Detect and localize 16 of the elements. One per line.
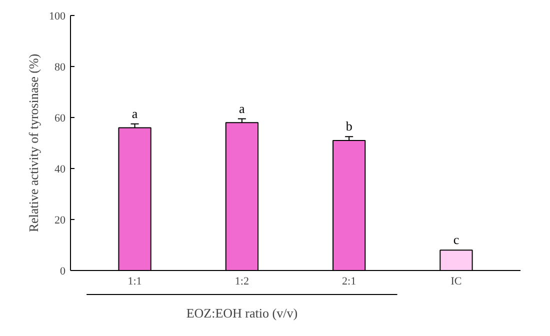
y-tick-label: 40	[54, 164, 66, 176]
annotation: a	[239, 100, 246, 116]
x-axis-title: EOZ:EOH ratio (v/v)	[186, 306, 298, 320]
y-tick-label: 0	[60, 266, 66, 278]
y-tick-label: 20	[54, 214, 66, 226]
y-tick-label: 60	[54, 112, 66, 124]
y-tick-label: 100	[49, 10, 66, 22]
annotation: c	[453, 232, 460, 248]
x-tick-label: 1:2	[234, 276, 249, 288]
x-tick-label: 2:1	[342, 276, 356, 288]
x-tick-label: IC	[450, 276, 462, 288]
annotation: b	[346, 118, 352, 134]
y-tick-label: 80	[54, 62, 66, 74]
x-tick-label: 1:1	[128, 276, 142, 288]
annotation: a	[132, 106, 138, 121]
y-axis-title: Relative activity of tyrosinase (%)	[26, 54, 41, 232]
